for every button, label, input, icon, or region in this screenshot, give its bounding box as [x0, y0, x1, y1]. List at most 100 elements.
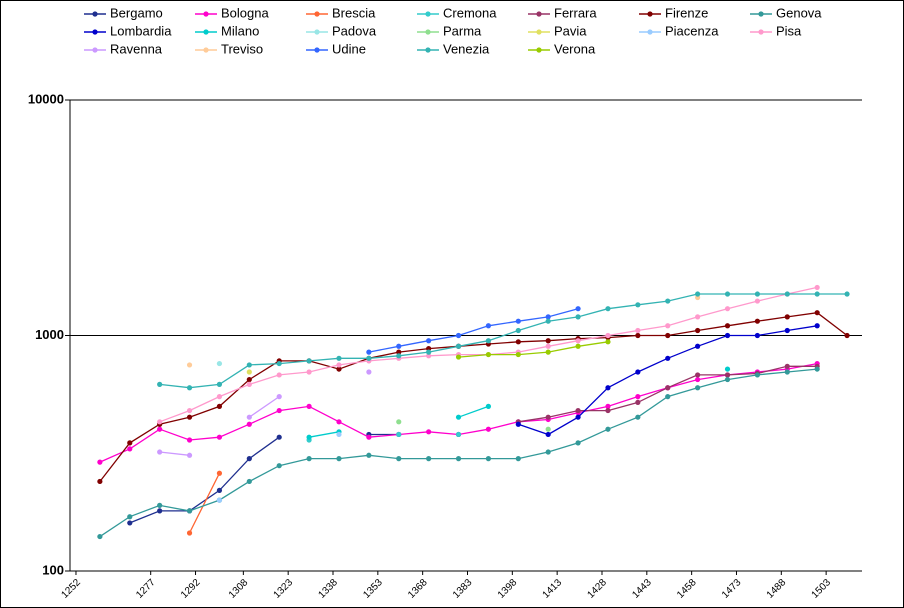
data-point — [485, 456, 492, 462]
data-point — [366, 434, 372, 440]
data-point — [605, 339, 611, 345]
data-point — [754, 318, 760, 324]
data-point — [186, 508, 193, 514]
series-line — [368, 308, 579, 353]
data-point — [575, 407, 581, 414]
data-point — [186, 437, 193, 443]
data-point — [157, 381, 163, 387]
data-point — [575, 338, 581, 344]
legend-marker — [203, 47, 209, 53]
data-point — [485, 351, 492, 358]
legend-label: Verona — [554, 41, 596, 56]
data-point — [485, 426, 492, 432]
data-point — [515, 351, 521, 358]
data-point — [157, 502, 163, 508]
legend-label: Bologna — [221, 5, 269, 20]
data-point — [455, 456, 462, 462]
data-point — [186, 362, 193, 368]
data-point — [336, 366, 342, 372]
data-point — [216, 497, 223, 503]
data-point — [515, 339, 521, 345]
data-point — [246, 456, 252, 462]
data-point — [276, 394, 282, 400]
data-point — [426, 338, 432, 344]
data-point — [545, 349, 551, 355]
data-point — [127, 520, 133, 526]
data-point — [396, 353, 402, 359]
y-tick-label: 100 — [42, 562, 64, 577]
data-point — [545, 338, 551, 344]
data-point — [246, 414, 252, 420]
data-point — [366, 369, 372, 375]
data-point — [814, 291, 820, 297]
legend-label: Venezia — [443, 41, 490, 56]
data-point — [665, 394, 671, 400]
data-point — [784, 369, 790, 375]
legend-label: Ferrara — [554, 5, 597, 20]
data-point — [515, 318, 521, 324]
y-tick-label: 10000 — [28, 91, 64, 106]
legend-marker — [425, 29, 431, 35]
legend-marker — [536, 11, 542, 17]
data-point — [724, 306, 731, 312]
data-point — [216, 403, 223, 409]
data-point — [665, 385, 671, 391]
data-point — [216, 381, 223, 387]
data-point — [814, 284, 820, 291]
data-point — [754, 291, 760, 297]
data-point — [724, 291, 731, 297]
legend-label: Brescia — [332, 5, 376, 20]
data-point — [635, 332, 641, 339]
data-point — [276, 360, 282, 367]
data-point — [605, 426, 611, 432]
data-point — [515, 327, 521, 334]
data-point — [575, 440, 581, 446]
data-point — [575, 414, 581, 420]
data-point — [157, 508, 163, 514]
data-point — [336, 456, 342, 462]
data-point — [724, 376, 731, 383]
legend-marker — [647, 11, 653, 17]
data-point — [665, 355, 671, 361]
series-line — [99, 312, 848, 482]
data-point — [784, 363, 790, 369]
data-point — [605, 306, 611, 312]
series-line — [458, 341, 609, 358]
y-tick-label: 1000 — [35, 327, 64, 342]
legend-marker — [203, 29, 209, 35]
data-point — [216, 470, 223, 476]
data-point — [695, 372, 701, 378]
data-point — [485, 338, 492, 344]
data-point — [754, 332, 760, 339]
data-point — [665, 298, 671, 304]
series-line — [188, 473, 220, 534]
data-point — [186, 414, 193, 420]
data-point — [216, 434, 223, 440]
data-point — [336, 419, 342, 425]
data-point — [246, 478, 252, 485]
data-point — [127, 446, 133, 452]
data-point — [695, 343, 701, 349]
legend-marker — [203, 11, 209, 17]
data-point — [605, 385, 611, 391]
data-point — [515, 456, 521, 462]
data-point — [575, 306, 581, 312]
data-point — [724, 372, 731, 378]
data-point — [844, 291, 850, 297]
data-point — [246, 376, 252, 383]
legend-label: Genova — [776, 5, 822, 20]
legend-label: Cremona — [443, 5, 497, 20]
data-point — [276, 434, 282, 440]
data-point — [635, 369, 641, 375]
data-point — [455, 414, 462, 420]
data-point — [515, 421, 521, 427]
data-point — [455, 332, 462, 339]
data-point — [545, 318, 551, 324]
data-point — [216, 360, 223, 367]
data-point — [276, 372, 282, 378]
data-point — [724, 332, 731, 339]
data-point — [246, 362, 252, 368]
legend-label: Pavia — [554, 23, 587, 38]
